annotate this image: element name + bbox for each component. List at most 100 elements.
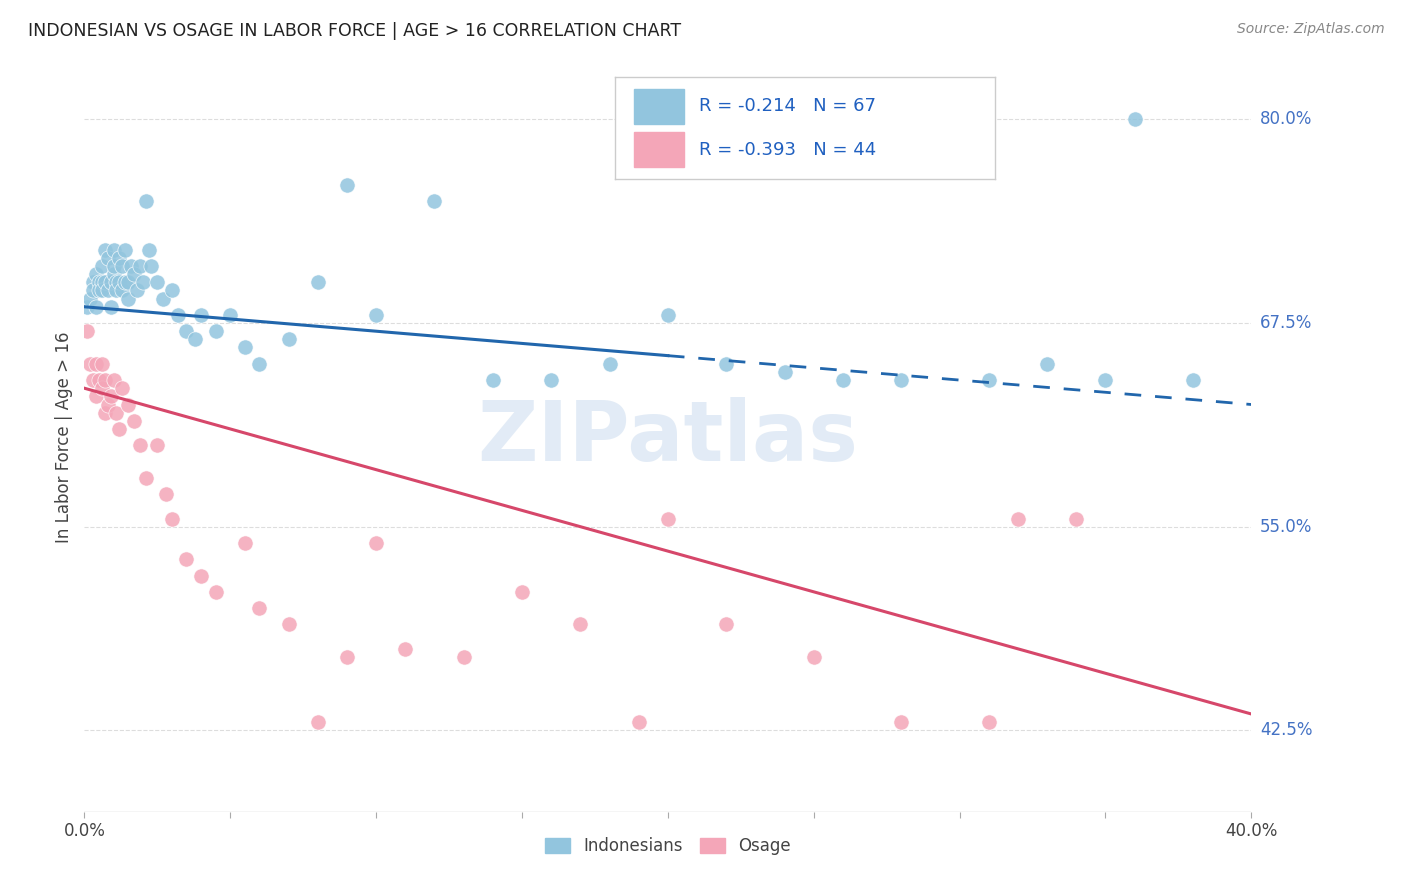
Point: [125, 284, 148, 298]
Point: [1182, 373, 1205, 387]
Point: [82, 276, 104, 290]
Point: [82, 373, 104, 387]
Point: [114, 276, 136, 290]
Point: [219, 308, 242, 322]
Point: [204, 584, 226, 599]
Point: [97, 284, 120, 298]
Point: [482, 373, 505, 387]
Point: [803, 650, 825, 665]
Point: [233, 536, 256, 550]
Point: [1007, 511, 1029, 525]
Text: 80.0%: 80.0%: [1260, 111, 1312, 128]
Point: [103, 243, 125, 257]
Point: [90, 284, 112, 298]
Point: [1094, 373, 1116, 387]
Point: [111, 259, 134, 273]
Text: Source: ZipAtlas.com: Source: ZipAtlas.com: [1237, 22, 1385, 37]
Point: [1066, 511, 1088, 525]
Point: [103, 373, 125, 387]
Point: [76, 324, 98, 338]
Point: [108, 276, 131, 290]
Point: [453, 650, 475, 665]
Text: 67.5%: 67.5%: [1260, 314, 1312, 332]
Point: [1036, 357, 1059, 371]
Point: [122, 414, 145, 428]
Point: [890, 715, 912, 730]
Point: [569, 617, 592, 632]
Point: [773, 365, 796, 379]
Point: [146, 276, 169, 290]
Point: [105, 276, 128, 290]
Point: [277, 617, 299, 632]
Point: [97, 397, 120, 411]
Point: [94, 406, 117, 420]
Point: [190, 308, 212, 322]
Point: [336, 178, 359, 192]
Point: [204, 324, 226, 338]
Point: [105, 284, 128, 298]
Point: [249, 357, 271, 371]
Point: [146, 438, 169, 452]
Y-axis label: In Labor Force | Age > 16: In Labor Force | Age > 16: [55, 331, 73, 543]
Point: [132, 276, 155, 290]
Point: [160, 511, 183, 525]
Point: [122, 267, 145, 281]
Point: [540, 373, 562, 387]
Point: [90, 259, 112, 273]
Legend: Indonesians, Osage: Indonesians, Osage: [537, 829, 799, 863]
Point: [716, 357, 738, 371]
Point: [76, 300, 98, 314]
Point: [128, 438, 150, 452]
Point: [87, 276, 110, 290]
Point: [190, 568, 212, 582]
Point: [307, 276, 329, 290]
Point: [79, 292, 101, 306]
Point: [176, 324, 198, 338]
Point: [277, 332, 299, 346]
Point: [111, 284, 134, 298]
Point: [890, 373, 912, 387]
Text: 42.5%: 42.5%: [1260, 722, 1313, 739]
Point: [84, 267, 107, 281]
Point: [233, 341, 256, 355]
Point: [166, 308, 188, 322]
Point: [716, 617, 738, 632]
Point: [87, 284, 110, 298]
Point: [100, 276, 122, 290]
Point: [977, 373, 1000, 387]
Point: [90, 357, 112, 371]
Point: [307, 715, 329, 730]
Point: [100, 389, 122, 403]
Point: [94, 276, 117, 290]
Point: [627, 715, 650, 730]
Point: [394, 641, 416, 656]
Text: 55.0%: 55.0%: [1260, 517, 1312, 536]
Point: [108, 251, 131, 265]
Point: [336, 650, 359, 665]
Point: [135, 471, 157, 485]
Point: [94, 373, 117, 387]
Point: [108, 422, 131, 436]
Point: [111, 381, 134, 395]
Point: [90, 381, 112, 395]
Point: [657, 308, 679, 322]
Point: [184, 332, 207, 346]
Text: INDONESIAN VS OSAGE IN LABOR FORCE | AGE > 16 CORRELATION CHART: INDONESIAN VS OSAGE IN LABOR FORCE | AGE…: [28, 22, 682, 40]
Point: [1123, 112, 1146, 127]
Point: [82, 284, 104, 298]
Point: [160, 284, 183, 298]
Point: [366, 536, 388, 550]
Point: [141, 259, 163, 273]
Point: [79, 357, 101, 371]
Point: [366, 308, 388, 322]
Point: [84, 389, 107, 403]
Point: [97, 251, 120, 265]
Point: [94, 243, 117, 257]
Point: [117, 292, 139, 306]
Point: [90, 276, 112, 290]
Point: [120, 259, 142, 273]
Point: [105, 406, 128, 420]
Point: [152, 292, 174, 306]
Point: [138, 243, 160, 257]
Point: [423, 194, 446, 208]
